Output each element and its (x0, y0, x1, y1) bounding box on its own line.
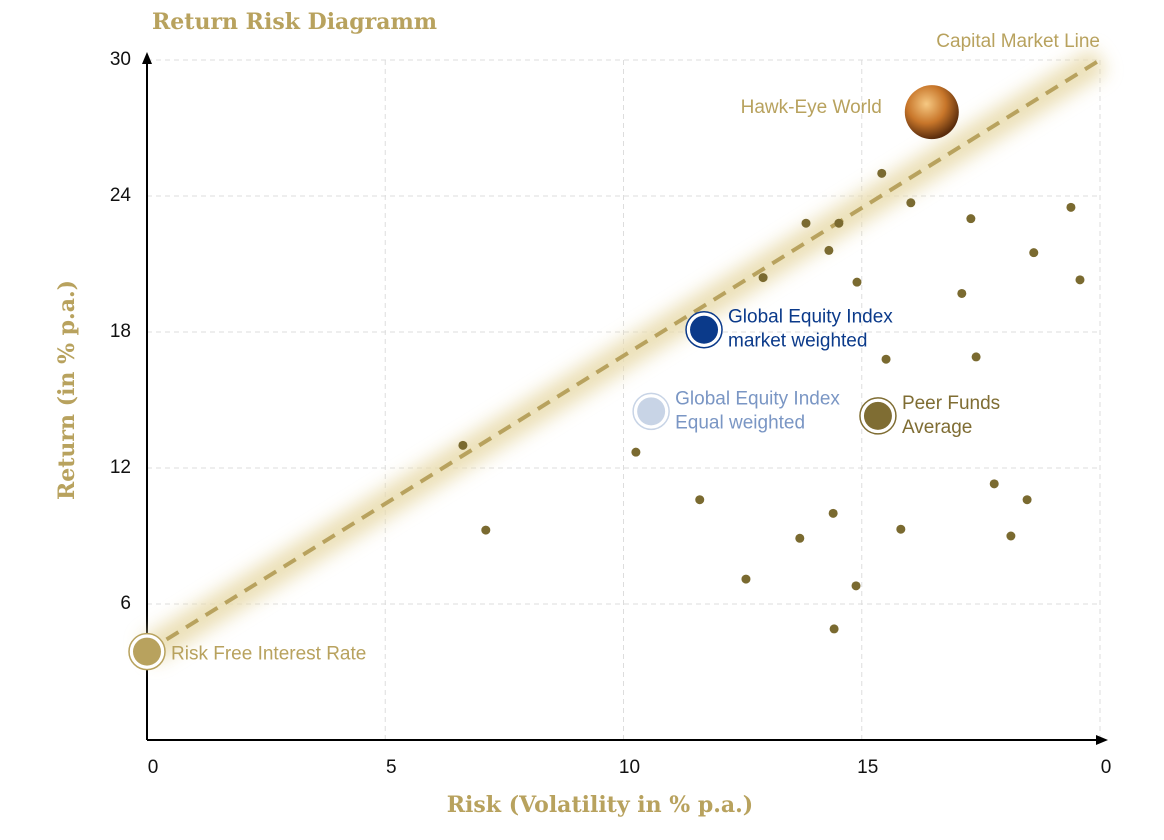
point (828, 508, 838, 518)
y-tick-label: 18 (110, 321, 131, 342)
point (824, 245, 834, 255)
point (834, 218, 844, 228)
point (758, 273, 768, 283)
highlight-point (904, 85, 959, 140)
point (801, 218, 811, 228)
point (852, 277, 862, 287)
highlight-label: Risk Free Interest Rate (171, 644, 366, 665)
y-tick-label: 12 (110, 457, 131, 478)
line-label: Capital Market Line (936, 31, 1100, 52)
highlight-point (863, 401, 892, 430)
point (1006, 531, 1016, 541)
highlight-label: Global Equity Index (728, 307, 893, 328)
point (631, 447, 641, 457)
highlight-label: Equal weighted (675, 412, 805, 433)
point (458, 440, 468, 450)
highlight-point (690, 315, 719, 344)
x-arrow (1096, 735, 1108, 745)
point (741, 574, 751, 584)
point (1029, 248, 1039, 258)
highlight-label: Hawk-Eye World (741, 97, 882, 118)
point (829, 624, 839, 634)
x-tick-label: 0 (148, 757, 159, 778)
point (957, 288, 967, 298)
point (1066, 202, 1076, 212)
highlight-label: Global Equity Index (675, 388, 840, 409)
highlight-label: market weighted (728, 331, 867, 352)
chart-title: Return Risk Diagramm (152, 9, 437, 35)
highlight-point (637, 397, 666, 426)
highlight-label: Average (902, 417, 972, 438)
x-tick-label: 15 (857, 757, 878, 778)
highlight-label: Peer Funds (902, 393, 1000, 414)
point (896, 524, 906, 534)
point (881, 354, 891, 364)
x-axis-label: Risk (Volatility in % p.a.) (447, 792, 753, 818)
point (695, 495, 705, 505)
point (877, 168, 887, 178)
y-tick-label: 30 (110, 49, 131, 70)
point (1075, 275, 1085, 285)
point (851, 581, 861, 591)
point (1022, 495, 1032, 505)
y-arrow (142, 52, 152, 64)
x-tick-label: 5 (386, 757, 397, 778)
x-tick-label: 10 (619, 757, 640, 778)
point (795, 533, 805, 543)
capital-market-line (145, 58, 1102, 654)
x-tick-label: 0 (1101, 757, 1112, 778)
y-tick-label: 6 (120, 593, 131, 614)
y-axis-label: Return (in % p.a.) (54, 280, 80, 500)
point (966, 214, 976, 224)
point (971, 352, 981, 362)
y-tick-label: 24 (110, 185, 132, 206)
point (989, 479, 999, 489)
point (481, 525, 491, 535)
point (906, 198, 916, 208)
highlight-point (133, 637, 161, 666)
